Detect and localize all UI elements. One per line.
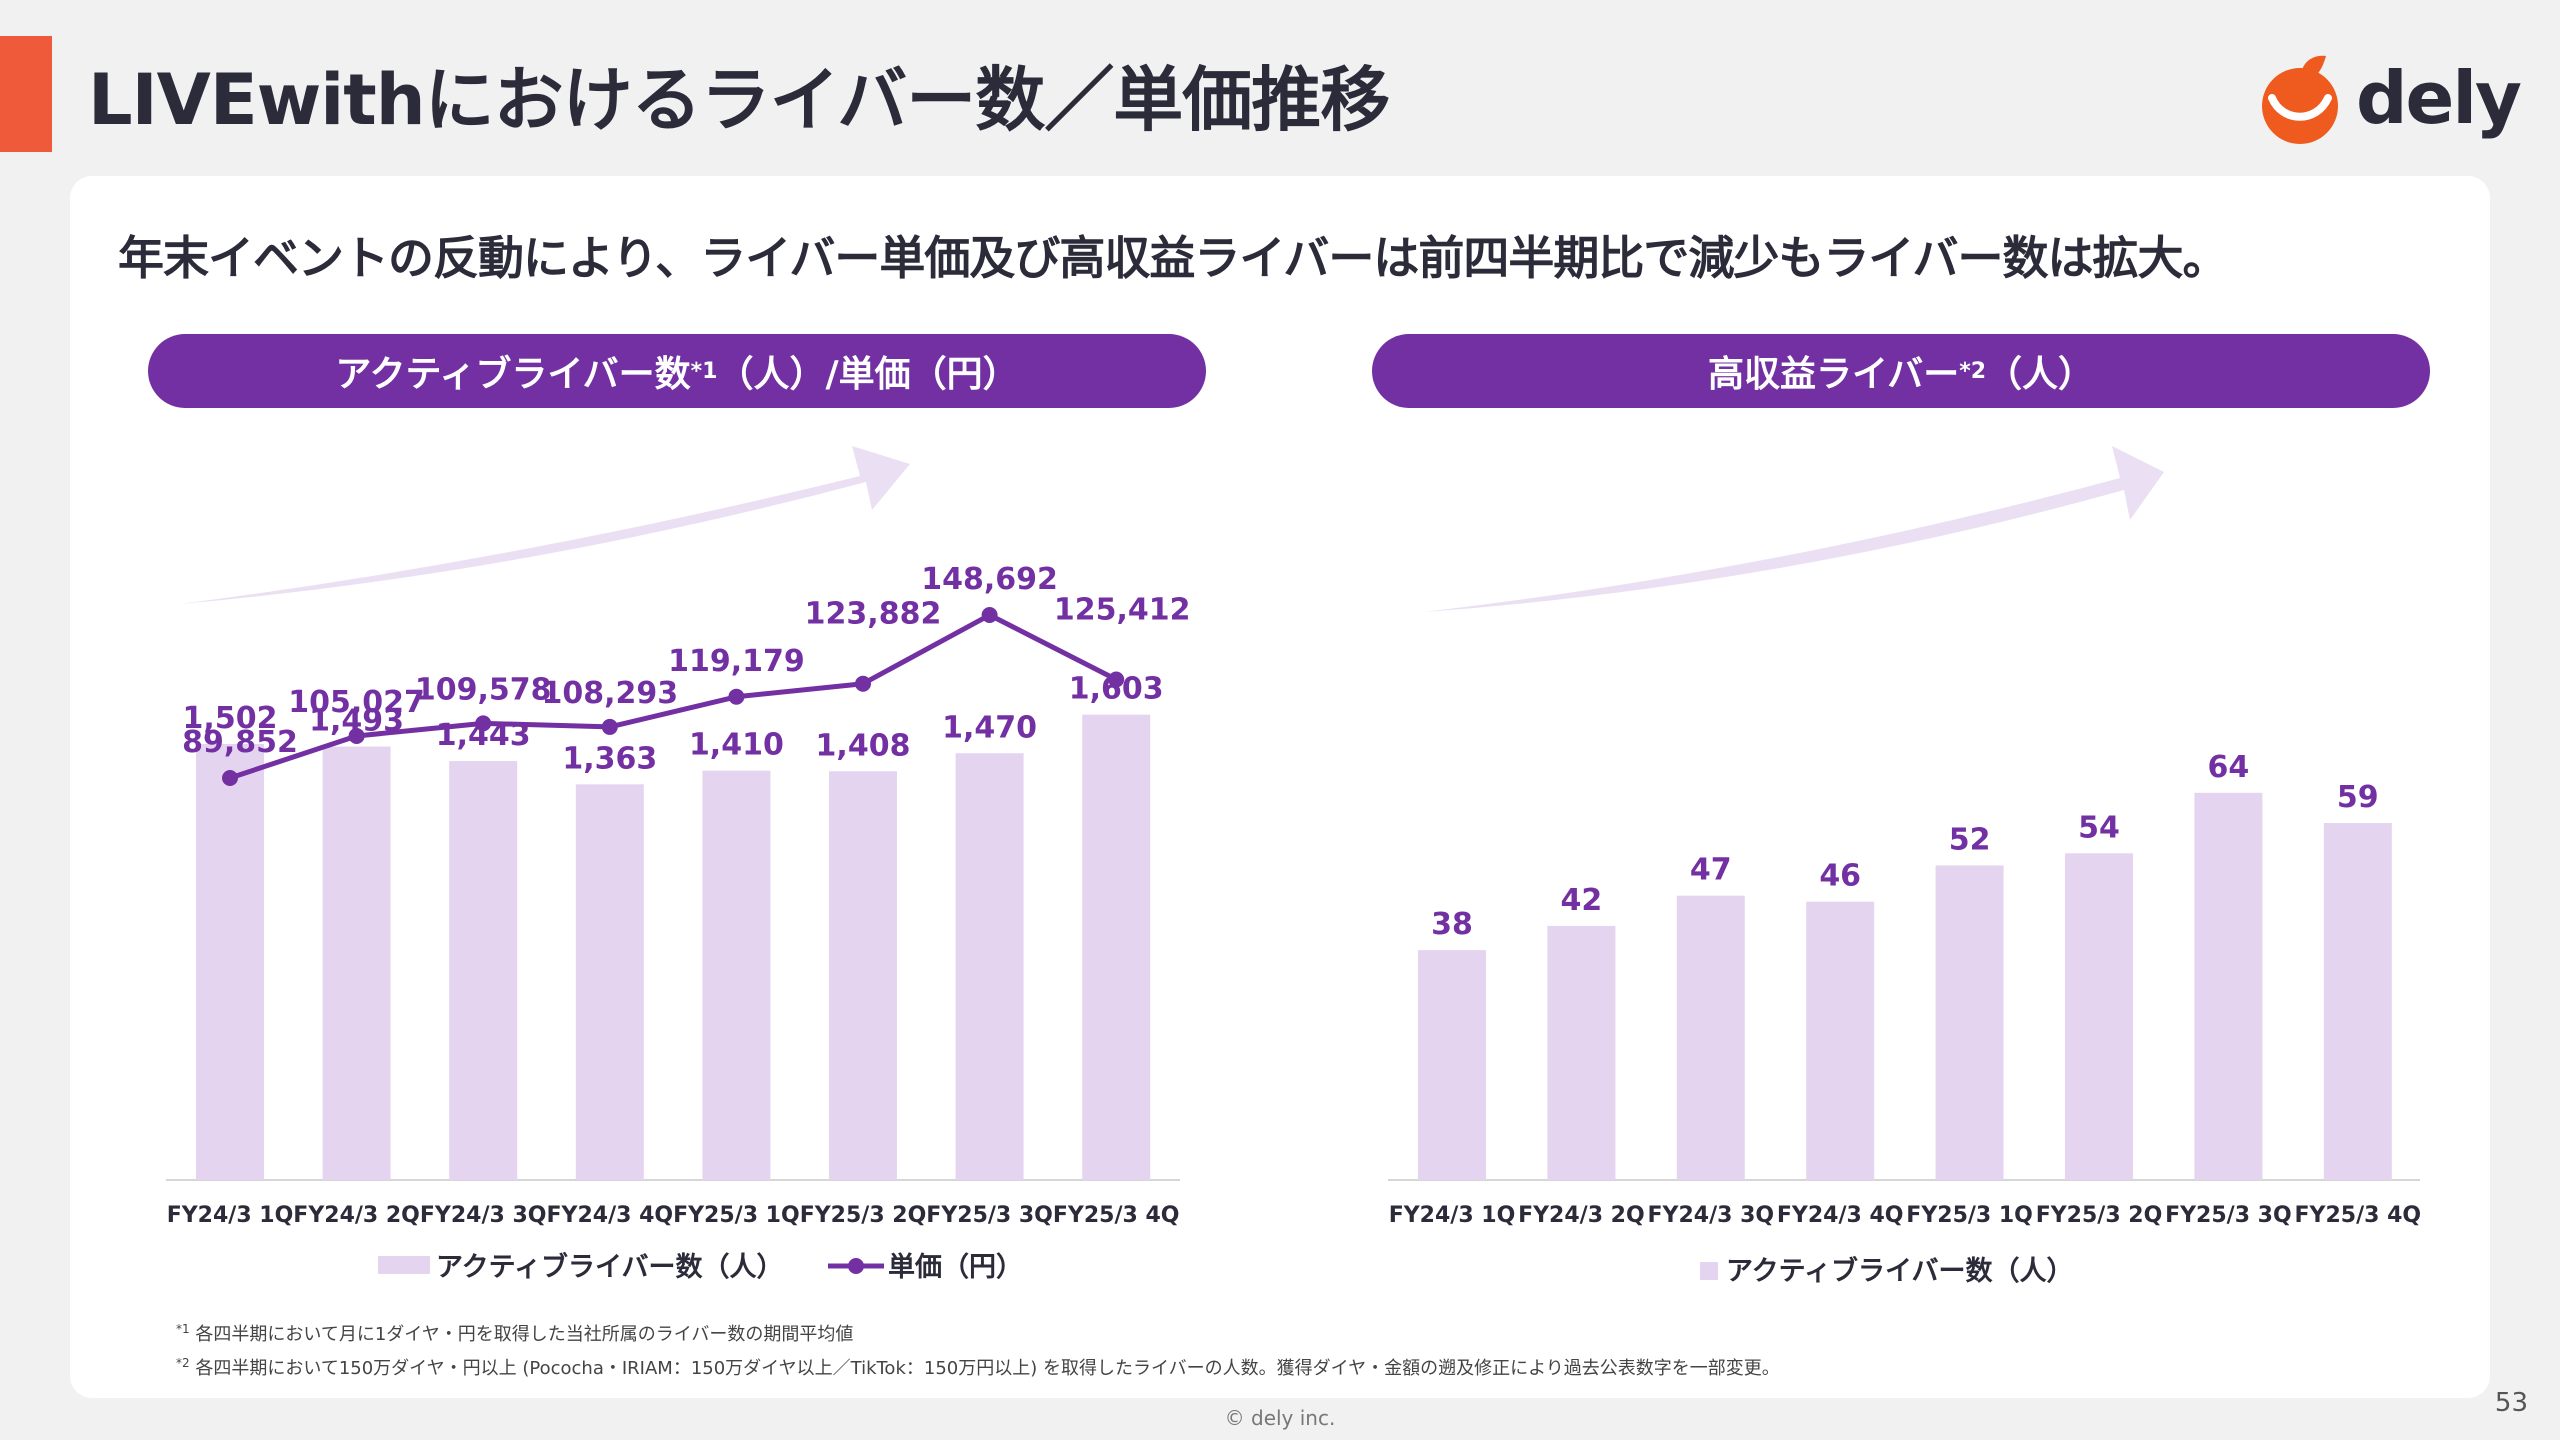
left-chart-title-suffix: （人）/単価（円） [717,354,1019,395]
footnote-1-text: 各四半期において月に1ダイヤ・円を取得した当社所属のライバー数の期間平均値 [189,1324,854,1345]
chart0-line-point [475,715,492,732]
chart0-bar-label: 1,410 [689,728,784,763]
footnote-1-mark: *1 [176,1322,190,1336]
chart0-x-tick-label: FY25/3 4Q [1053,1203,1180,1228]
copyright: © dely inc. [1224,1406,1336,1430]
chart1-bar-label: 54 [2078,810,2120,845]
logo-text: dely [2356,56,2522,140]
chart0-x-tick-label: FY24/3 2Q [293,1203,420,1228]
chart0-legend-line-label: 単価（円） [888,1251,1023,1283]
chart0-line-point [601,718,618,735]
chart0-line-label: 125,412 [1054,592,1191,627]
chart0-x-tick-label: FY25/3 1Q [673,1203,800,1228]
right-chart-title-text: 高収益ライバー [1707,354,1960,395]
chart1-bar [1547,925,1616,1180]
chart0-bar-label: 1,408 [816,728,911,763]
chart0-bar [196,743,264,1180]
chart0-bar [829,771,897,1180]
chart1-bar [1418,950,1486,1180]
chart0-line-label: 109,578 [415,672,552,707]
chart1-bar [2065,853,2133,1180]
chart1-bar [1935,865,2004,1180]
chart0-line-label: 108,293 [541,676,678,711]
chart0-line-point [348,727,365,744]
chart0-line-point [222,770,238,786]
left-chart-title-sup: *1 [690,358,718,384]
chart0-line-point [1108,671,1125,688]
chart1-bar-label: 38 [1431,907,1473,942]
chart1-bar-label: 42 [1561,883,1603,918]
chart1-x-tick-label: FY24/3 4Q [1777,1203,1904,1228]
right-chart-title-sup: *2 [1959,358,1987,384]
chart0-legend-bar-swatch [378,1256,430,1274]
chart0-bar [449,761,518,1180]
chart0-bar-label: 1,363 [562,741,657,776]
right-chart-title-suffix: （人） [1986,354,2095,395]
page-number: 53 [2494,1388,2528,1418]
chart0-line-label: 89,852 [182,725,298,760]
chart0-line-label: 148,692 [921,562,1058,597]
chart1-bar-label: 47 [1690,853,1732,888]
footnote-1: *1 各四半期において月に1ダイヤ・円を取得した当社所属のライバー数の期間平均値 [176,1320,853,1346]
chart0-legend-bar-label: アクティブライバー数（人） [436,1251,784,1283]
chart0-bar [955,753,1024,1180]
chart0-bar-label: 1,470 [942,710,1037,745]
chart1-x-tick-label: FY24/3 2Q [1518,1203,1645,1228]
chart0-x-tick-label: FY25/3 2Q [800,1203,927,1228]
chart1-bar [2323,823,2392,1180]
footnote-2-text: 各四半期において150万ダイヤ・円以上 (Pococha・IRIAM：150万ダ… [189,1358,1780,1379]
chart1-bar-label: 64 [2208,750,2250,785]
chart0-bar [575,784,644,1180]
chart1-bar [1676,895,1745,1180]
chart0-line-label: 123,882 [805,597,942,632]
chart0-x-tick-label: FY24/3 4Q [547,1203,674,1228]
left-chart-title: アクティブライバー数 *1 （人）/単価（円） [148,334,1206,408]
chart1-bar [1806,901,1875,1180]
chart0-line-label: 119,179 [668,644,805,679]
chart1-legend-bar-label: アクティブライバー数（人） [1726,1255,2074,1287]
right-trend-arrow [1424,446,2164,612]
left-chart-title-text: アクティブライバー数 [335,354,691,395]
chart0-bar-label: 1,502 [183,701,278,736]
chart1-x-tick-label: FY24/3 1Q [1389,1203,1516,1228]
chart1-bar-label: 52 [1949,822,1991,857]
footnote-2-mark: *2 [176,1356,190,1370]
right-chart-title: 高収益ライバー *2 （人） [1372,334,2430,408]
slide-subtitle: 年末イベントの反動により、ライバー単価及び高収益ライバーは前四半期比で減少もライ… [118,231,2228,285]
left-trend-arrow [180,446,910,604]
dely-logo-icon [2262,55,2338,144]
chart1-legend-bar-swatch [1700,1262,1718,1280]
chart0-line-series [229,612,1118,781]
chart1-bar-label: 59 [2337,780,2379,815]
chart1-x-tick-label: FY25/3 3Q [2165,1203,2292,1228]
chart1-x-tick-label: FY25/3 4Q [2295,1203,2422,1228]
chart0-bar [702,770,771,1180]
chart0-line-point [981,607,998,624]
chart0-x-tick-label: FY25/3 3Q [926,1203,1053,1228]
title-accent-bar [0,36,52,152]
chart1-x-tick-label: FY25/3 2Q [2036,1203,2163,1228]
chart0-line-point [855,675,871,692]
chart1-bar [2194,792,2263,1180]
chart0-x-tick-label: FY24/3 1Q [167,1203,294,1228]
chart1-bar-label: 46 [1819,859,1861,894]
footnote-2: *2 各四半期において150万ダイヤ・円以上 (Pococha・IRIAM：15… [176,1354,1780,1380]
dely-logo: dely [2258,52,2522,148]
page-title: LIVEwithにおけるライバー数／単価推移 [88,59,1390,141]
chart1-x-tick-label: FY25/3 1Q [1906,1203,2033,1228]
chart0-bar [1082,714,1151,1180]
chart0-x-tick-label: FY24/3 3Q [420,1203,547,1228]
chart1-x-tick-label: FY24/3 3Q [1648,1203,1775,1228]
chart0-bar [322,746,391,1180]
chart0-line-point [728,688,745,705]
chart0-line-label: 105,027 [288,685,425,720]
chart0-legend-line-marker [848,1258,864,1274]
